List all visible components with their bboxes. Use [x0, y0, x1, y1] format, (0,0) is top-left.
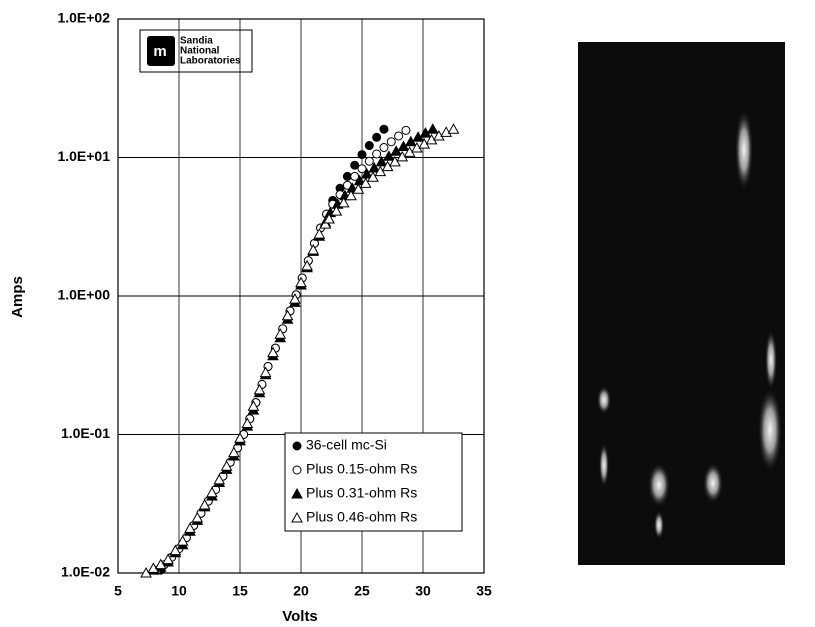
y-tick-label: 1.0E+02 [57, 10, 110, 26]
marker [426, 123, 439, 134]
marker [379, 124, 389, 134]
legend-label: Plus 0.15-ohm Rs [306, 461, 417, 477]
marker [206, 486, 218, 498]
marker [372, 149, 382, 159]
marker [281, 309, 294, 321]
y-tick-label: 1.0E-02 [61, 564, 110, 580]
marker [228, 446, 240, 458]
marker [374, 165, 387, 177]
marker [447, 123, 460, 134]
x-tick-label: 35 [476, 583, 492, 599]
marker [319, 218, 332, 229]
logo-text: Laboratories [180, 56, 241, 67]
x-tick-label: 10 [171, 583, 187, 599]
legend-marker [291, 487, 303, 499]
x-tick-label: 25 [354, 583, 370, 599]
legend-label: Plus 0.31-ohm Rs [306, 485, 417, 501]
legend-label: Plus 0.46-ohm Rs [306, 509, 417, 525]
marker [241, 417, 254, 429]
x-tick-label: 20 [293, 583, 309, 599]
marker [375, 155, 388, 167]
marker [259, 366, 272, 378]
marker [364, 141, 374, 151]
marker [162, 553, 174, 565]
marker [342, 171, 352, 181]
marker [295, 276, 307, 288]
legend-marker [292, 465, 302, 475]
y-axis-title: Amps [9, 276, 26, 318]
marker [184, 522, 196, 533]
marker [352, 183, 365, 194]
marker [267, 346, 279, 358]
y-tick-label: 1.0E+00 [57, 287, 110, 303]
x-tick-label: 30 [415, 583, 431, 599]
marker [386, 137, 396, 147]
marker [191, 511, 204, 523]
marker [367, 171, 379, 182]
marker [357, 150, 367, 160]
marker [372, 132, 382, 142]
marker [394, 131, 404, 141]
marker [313, 228, 326, 239]
legend-box [284, 432, 463, 532]
marker [176, 535, 189, 546]
marker [301, 259, 313, 271]
marker [379, 143, 389, 153]
marker [359, 177, 372, 188]
marker [289, 293, 301, 304]
marker [169, 544, 182, 556]
marker [323, 212, 335, 224]
legend-marker [292, 441, 302, 451]
marker [401, 125, 411, 135]
marker [330, 205, 343, 216]
logo-text: National [180, 46, 220, 57]
y-tick-label: 1.0E-01 [61, 425, 110, 441]
marker [368, 161, 381, 173]
x-tick-label: 15 [232, 583, 248, 599]
y-tick-label: 1.0E+01 [57, 148, 110, 164]
marker [154, 558, 167, 570]
marker [337, 196, 350, 208]
marker [220, 460, 233, 471]
marker [274, 328, 287, 339]
marker [350, 160, 360, 170]
marker [213, 473, 226, 485]
marker [247, 400, 260, 411]
svg-text:m: m [153, 43, 166, 60]
marker [382, 150, 395, 161]
marker [357, 164, 367, 174]
photo [578, 42, 785, 565]
logo: m [139, 29, 253, 73]
x-tick-label: 5 [114, 583, 122, 599]
marker [307, 243, 320, 255]
marker [253, 383, 266, 395]
marker [440, 126, 453, 137]
logo-text: Sandia [180, 36, 213, 47]
marker [361, 167, 373, 179]
marker [345, 189, 357, 201]
legend-label: 36-cell mc-Si [306, 437, 387, 453]
legend-marker [291, 511, 303, 523]
marker [353, 174, 366, 186]
marker [364, 156, 374, 166]
marker [234, 432, 246, 443]
x-axis-title: Volts [282, 608, 318, 625]
marker [198, 498, 211, 510]
